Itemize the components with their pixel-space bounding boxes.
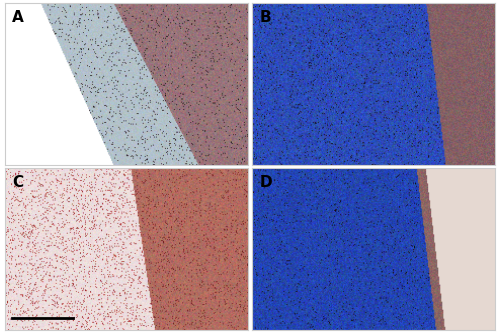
- Text: C: C: [12, 174, 24, 189]
- Text: B: B: [260, 10, 272, 25]
- Text: D: D: [260, 174, 272, 189]
- Text: A: A: [12, 10, 24, 25]
